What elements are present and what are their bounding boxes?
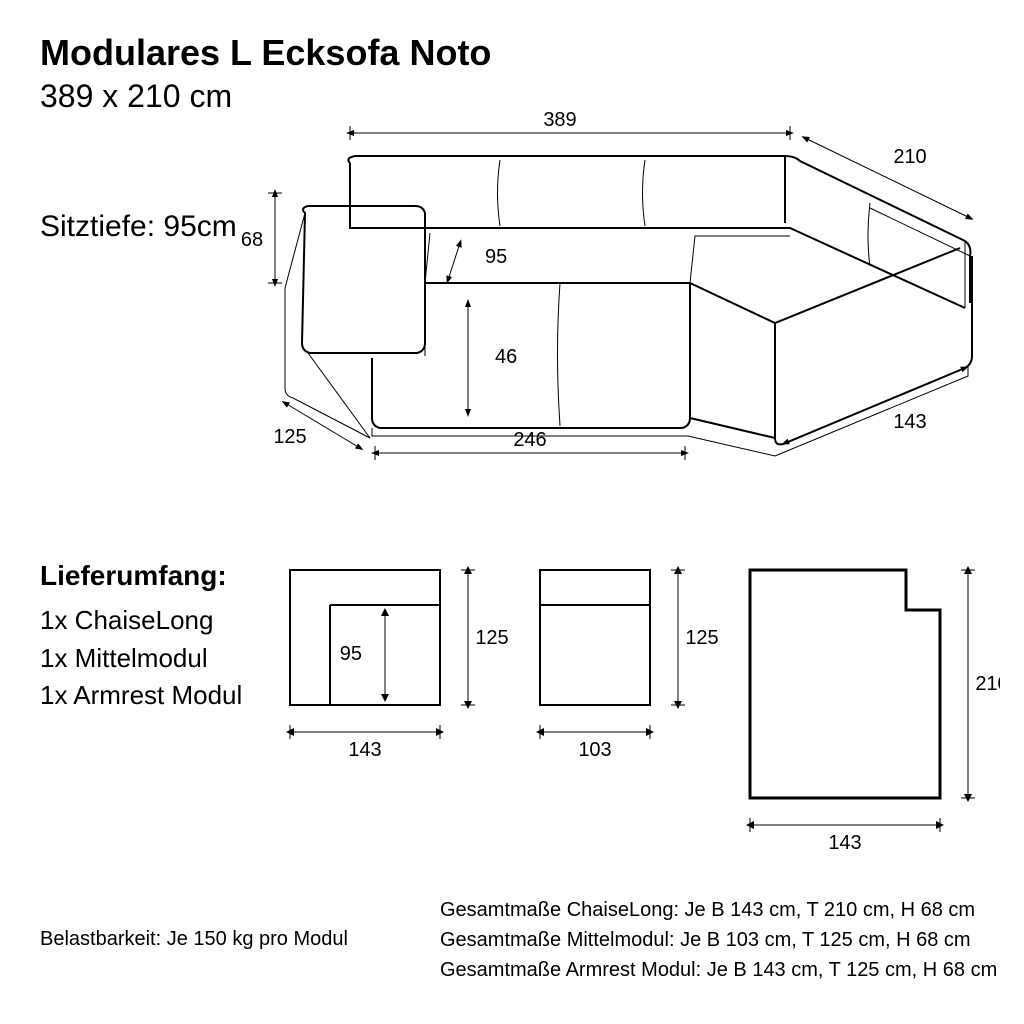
dim-seat-height: 46 [495, 346, 517, 368]
dim-mod2-d: 125 [685, 627, 718, 649]
dim-mod1-inner: 95 [340, 643, 362, 665]
dim-chaise-width: 143 [893, 411, 926, 433]
list-item: 1x Armrest Modul [40, 677, 242, 715]
list-item: 1x Mittelmodul [40, 640, 242, 678]
dim-line: Gesamtmaße Mittelmodul: Je B 103 cm, T 1… [440, 925, 997, 955]
contents-title: Lieferumfang: [40, 560, 227, 592]
dim-front-width: 246 [513, 429, 546, 451]
dim-mod3-d: 210 [975, 673, 1000, 695]
dim-seat-depth: 95 [485, 246, 507, 268]
list-item: 1x ChaiseLong [40, 602, 242, 640]
dim-line: Gesamtmaße ChaiseLong: Je B 143 cm, T 21… [440, 895, 997, 925]
dim-depth-right: 210 [893, 146, 926, 168]
product-dimensions: 389 x 210 cm [40, 78, 232, 115]
dim-height: 68 [241, 229, 263, 251]
dim-mod1-w: 143 [348, 739, 381, 761]
overall-dimensions: Gesamtmaße ChaiseLong: Je B 143 cm, T 21… [440, 895, 997, 985]
dim-mod2-w: 103 [578, 739, 611, 761]
dim-mod3-w: 143 [828, 832, 861, 854]
dim-mod1-d: 125 [475, 627, 508, 649]
dim-line: Gesamtmaße Armrest Modul: Je B 143 cm, T… [440, 955, 997, 985]
dim-total-width: 389 [543, 109, 576, 131]
isometric-diagram: 389 210 68 125 246 143 95 46 [230, 108, 990, 468]
contents-list: 1x ChaiseLong 1x Mittelmodul 1x Armrest … [40, 602, 242, 715]
plan-diagram: 95 143 125 103 125 143 210 [280, 560, 1000, 860]
seat-depth-label: Sitztiefe: 95cm [40, 210, 237, 244]
dim-depth-left: 125 [273, 426, 306, 448]
product-title: Modulares L Ecksofa Noto [40, 32, 491, 74]
load-capacity: Belastbarkeit: Je 150 kg pro Modul [40, 928, 348, 951]
